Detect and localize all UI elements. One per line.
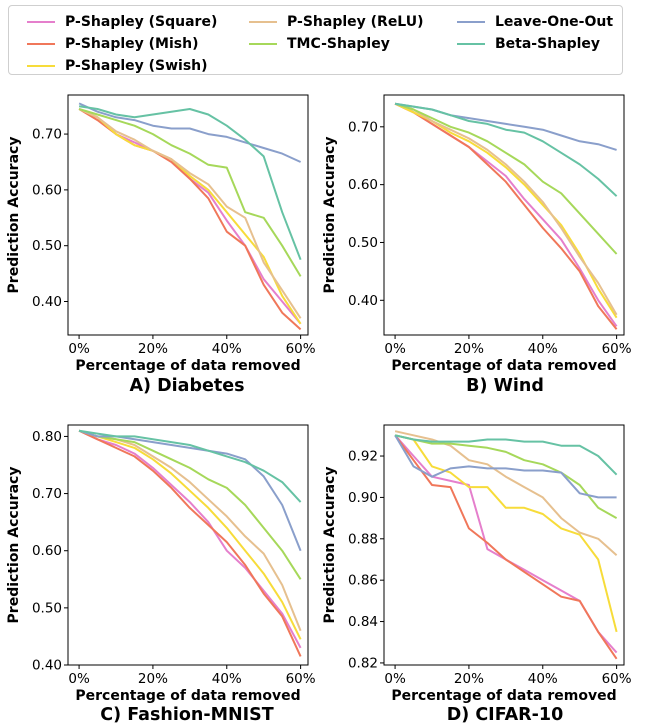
x-tick-label: 60% [602,341,632,357]
panel-caption: B) Wind [466,376,544,396]
y-tick-label: 0.88 [348,531,378,547]
legend-label: P-Shapley (Square) [65,14,218,30]
y-tick-label: 0.50 [32,600,62,616]
legend-swatch [457,21,485,23]
y-tick-label: 0.84 [348,614,378,630]
x-axis-label: Percentage of data removed [391,358,616,374]
y-tick-label: 0.60 [348,177,378,193]
y-axis-label: Prediction Accuracy [6,137,22,294]
legend-item: Leave-One-Out [457,14,613,30]
y-tick-label: 0.40 [32,658,62,674]
y-axis-label: Prediction Accuracy [322,137,338,294]
x-tick-label: 20% [138,671,168,687]
y-tick-label: 0.86 [348,573,378,589]
series-line [78,108,302,319]
x-tick-label: 40% [212,341,242,357]
series-line [78,429,302,649]
x-tick-label: 40% [212,671,242,687]
legend-label: Beta-Shapley [495,36,601,52]
legend-item: Beta-Shapley [457,36,600,52]
x-axis-label: Percentage of data removed [391,688,616,704]
legend-label: P-Shapley (Swish) [65,58,208,74]
legend-item: TMC-Shapley [249,36,390,52]
series-line [78,105,302,261]
legend-swatch [27,65,55,67]
legend-item: P-Shapley (Swish) [27,58,208,74]
x-tick-label: 0% [384,671,406,687]
plot-frame [67,424,309,666]
series-line [394,102,618,255]
x-tick-label: 0% [68,341,90,357]
legend-swatch [249,43,277,45]
y-tick-label: 0.60 [32,543,62,559]
legend-item: P-Shapley (ReLU) [249,14,424,30]
legend-swatch [27,21,55,23]
y-tick-label: 0.92 [348,449,378,465]
y-tick-label: 0.82 [348,655,378,671]
x-axis-label: Percentage of data removed [75,688,300,704]
legend-swatch [249,21,277,23]
x-tick-label: 0% [384,341,406,357]
series-line [394,434,618,633]
x-tick-label: 20% [454,671,484,687]
panel-caption: A) Diabetes [129,376,245,396]
y-axis-label: Prediction Accuracy [322,467,338,624]
plot-frame [383,94,625,336]
legend-label: P-Shapley (ReLU) [287,14,424,30]
legend-item: P-Shapley (Square) [27,14,217,30]
y-tick-label: 0.70 [32,486,62,502]
y-tick-label: 0.70 [32,127,62,143]
y-axis-label: Prediction Accuracy [6,467,22,624]
legend: P-Shapley (Square) P-Shapley (Mish) P-Sh… [8,5,623,75]
legend-swatch [457,43,485,45]
series-line [78,429,302,503]
x-tick-label: 0% [68,671,90,687]
x-tick-label: 60% [602,671,632,687]
series-line [394,102,618,330]
series-line [394,434,617,499]
x-tick-label: 40% [528,341,558,357]
series-line [394,102,618,316]
series-line [78,108,302,325]
x-tick-label: 60% [286,671,316,687]
y-tick-label: 0.60 [32,182,62,198]
y-tick-label: 0.50 [32,238,62,254]
panel-caption: C) Fashion-MNIST [100,705,274,725]
series-line [394,430,618,557]
legend-label: Leave-One-Out [495,14,614,30]
y-tick-label: 0.70 [348,119,378,135]
y-tick-label: 0.80 [32,429,62,445]
series-line [78,102,302,163]
panel-caption: D) CIFAR-10 [446,705,564,725]
y-tick-label: 0.40 [32,294,62,310]
y-tick-label: 0.90 [348,490,378,506]
legend-item: P-Shapley (Mish) [27,36,198,52]
x-tick-label: 20% [138,341,168,357]
legend-label: TMC-Shapley [287,36,390,52]
series-line [78,429,302,580]
series-line [394,434,618,660]
legend-label: P-Shapley (Mish) [65,36,199,52]
x-tick-label: 60% [286,341,316,357]
x-tick-label: 40% [528,671,558,687]
series-line [394,434,618,519]
x-tick-label: 20% [454,341,484,357]
legend-swatch [27,43,55,45]
plot-frame [67,94,309,336]
y-tick-label: 0.50 [348,235,378,251]
series-line [394,102,618,197]
series-line [394,434,618,476]
series-line [78,429,302,640]
plot-frame [383,424,625,666]
series-line [78,108,302,277]
x-axis-label: Percentage of data removed [75,358,300,374]
y-tick-label: 0.40 [348,293,378,309]
series-line [78,429,302,657]
